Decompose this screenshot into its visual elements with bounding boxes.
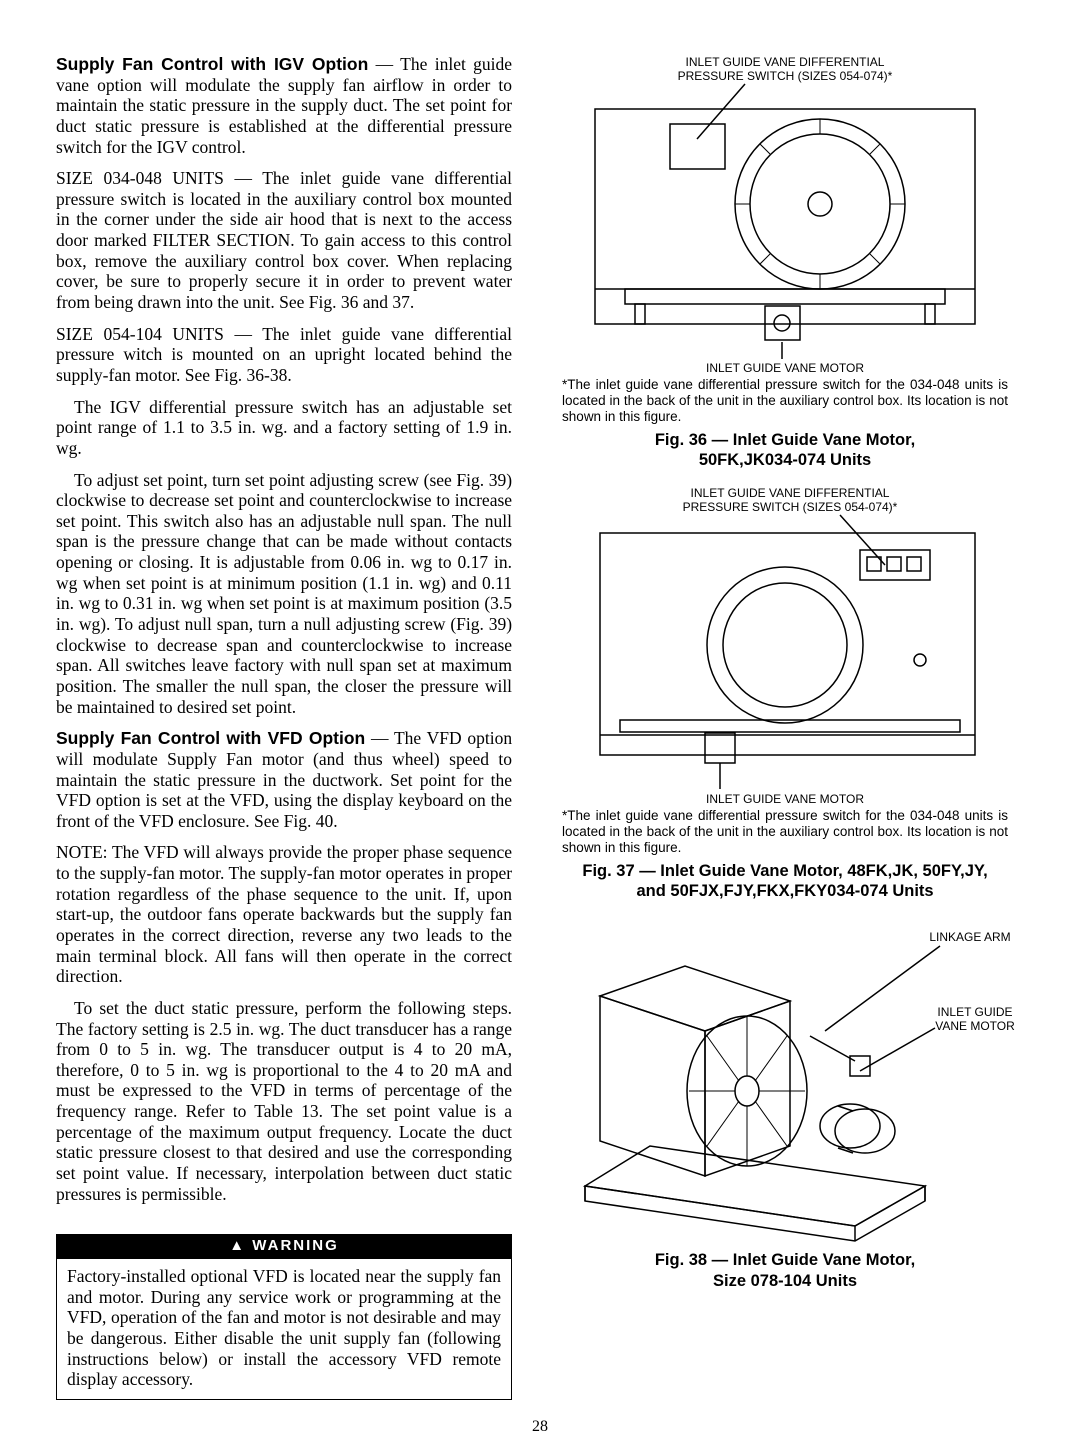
- vfd-heading: Supply Fan Control with VFD Option: [56, 728, 365, 748]
- right-column: INLET GUIDE VANE DIFFERENTIAL PRESSURE S…: [546, 54, 1024, 1400]
- fig37-diagram: INLET GUIDE VANE DIFFERENTIAL PRESSURE S…: [575, 485, 995, 805]
- fig38-caption: Fig. 38 — Inlet Guide Vane Motor,Size 07…: [546, 1250, 1024, 1291]
- fig37-bottom-label: INLET GUIDE VANE MOTOR: [706, 792, 864, 805]
- warning-body: Factory-installed optional VFD is locate…: [56, 1258, 512, 1400]
- warning-header: ▲ WARNING: [56, 1234, 512, 1258]
- warning-triangle-icon: ▲: [229, 1237, 246, 1254]
- fig38-motor-label-line2: VANE MOTOR: [935, 1019, 1015, 1033]
- fig38-linkage-label: LINKAGE ARM: [929, 930, 1010, 944]
- igv-dash: —: [368, 54, 400, 74]
- vfd-note-paragraph: NOTE: The VFD will always provide the pr…: [56, 842, 512, 986]
- fig36-note: *The inlet guide vane differential press…: [562, 377, 1008, 425]
- adjust-range-paragraph: The IGV differential pressure switch has…: [56, 397, 512, 459]
- figure-38: LINKAGE ARM INLET GUIDE VANE MOTOR: [546, 916, 1024, 1291]
- vfd-paragraph: Supply Fan Control with VFD Option — The…: [56, 728, 512, 831]
- fig37-note: *The inlet guide vane differential press…: [562, 808, 1008, 856]
- fig37-top-label-line1: INLET GUIDE VANE DIFFERENTIAL: [691, 486, 890, 500]
- left-column: Supply Fan Control with IGV Option — The…: [56, 54, 512, 1400]
- fig36-bottom-label: INLET GUIDE VANE MOTOR: [706, 361, 864, 374]
- fig38-motor-label-line1: INLET GUIDE: [937, 1005, 1012, 1019]
- figure-37: INLET GUIDE VANE DIFFERENTIAL PRESSURE S…: [546, 485, 1024, 902]
- fig36-caption: Fig. 36 — Inlet Guide Vane Motor,50FK,JK…: [546, 430, 1024, 471]
- vfd-dash: —: [365, 728, 394, 748]
- fig36-top-label-line2: PRESSURE SWITCH (SIZES 054-074)*: [678, 69, 893, 83]
- fig37-caption: Fig. 37 — Inlet Guide Vane Motor, 48FK,J…: [546, 861, 1024, 902]
- page-number: 28: [56, 1418, 1024, 1437]
- size054-paragraph: SIZE 054-104 UNITS — The inlet guide van…: [56, 324, 512, 386]
- vfd-set-paragraph: To set the duct static pressure, perform…: [56, 998, 512, 1204]
- fig37-top-label-line2: PRESSURE SWITCH (SIZES 054-074)*: [683, 500, 898, 514]
- fig38-diagram: LINKAGE ARM INLET GUIDE VANE MOTOR: [555, 916, 1015, 1246]
- fig36-top-label-line1: INLET GUIDE VANE DIFFERENTIAL: [686, 55, 885, 69]
- size034-paragraph: SIZE 034-048 UNITS — The inlet guide van…: [56, 168, 512, 312]
- fig36-diagram: INLET GUIDE VANE DIFFERENTIAL PRESSURE S…: [575, 54, 995, 374]
- figure-36: INLET GUIDE VANE DIFFERENTIAL PRESSURE S…: [546, 54, 1024, 471]
- warning-block: ▲ WARNING Factory-installed optional VFD…: [56, 1234, 512, 1400]
- igv-paragraph: Supply Fan Control with IGV Option — The…: [56, 54, 512, 157]
- adjust-detail-paragraph: To adjust set point, turn set point adju…: [56, 470, 512, 718]
- igv-heading: Supply Fan Control with IGV Option: [56, 54, 368, 74]
- warning-label: WARNING: [252, 1237, 339, 1254]
